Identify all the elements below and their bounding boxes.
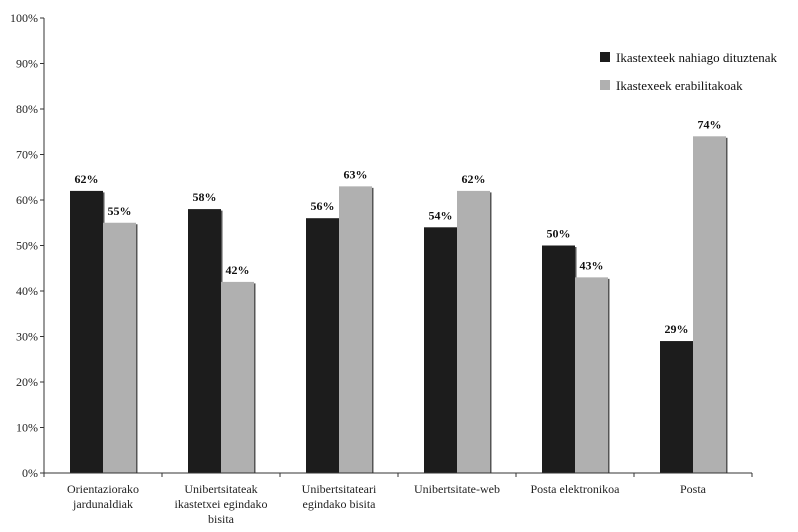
bar — [221, 281, 254, 473]
x-tick-label-line: bisita — [208, 512, 235, 526]
y-tick-label: 80% — [16, 102, 38, 116]
bar — [188, 209, 221, 473]
x-tick-label-line: Posta elektronikoa — [531, 482, 621, 496]
x-tick-label-line: ikastetxei egindako — [175, 497, 268, 511]
bar — [693, 136, 726, 474]
x-tick-label: Unibertsitateari egindako bisita — [302, 482, 377, 511]
data-label: 62% — [75, 172, 99, 186]
bar — [424, 227, 457, 473]
x-tick-label-line: Posta — [680, 482, 707, 496]
bar — [575, 277, 608, 473]
y-tick-label: 100% — [10, 11, 38, 25]
y-tick-label: 10% — [16, 421, 38, 435]
data-label: 56% — [311, 199, 335, 213]
x-tick-label: Unibertsitateak ikastetxei egindako bisita — [175, 482, 268, 526]
y-tick-label: 70% — [16, 148, 38, 162]
x-tick-label-line: jardunaldiak — [72, 497, 133, 511]
data-label: 29% — [665, 322, 689, 336]
x-tick-label: Posta elektronikoa — [531, 482, 621, 496]
bar — [660, 341, 693, 473]
legend: Ikastexteek nahiago dituztenak Ikastexeek… — [600, 50, 777, 93]
data-label: 42% — [226, 263, 250, 277]
y-tick-label: 60% — [16, 193, 38, 207]
y-tick-label: 40% — [16, 284, 38, 298]
bar — [339, 186, 372, 473]
data-label: 50% — [547, 227, 571, 241]
x-tick-label: Posta — [680, 482, 707, 496]
legend-swatch — [600, 52, 610, 62]
y-tick-label: 90% — [16, 57, 38, 71]
data-label: 62% — [462, 172, 486, 186]
bar — [103, 222, 136, 473]
x-tick-label-line: egindako bisita — [303, 497, 377, 511]
x-tick-label-line: Unibertsitateak — [184, 482, 257, 496]
x-tick-label-line: Orientaziorako — [67, 482, 139, 496]
bar — [542, 245, 575, 473]
x-tick-label-line: Unibertsitate-web — [414, 482, 500, 496]
data-label: 74% — [698, 117, 722, 131]
legend-label: Ikastexeek erabilitakoak — [616, 78, 743, 93]
bar — [306, 218, 339, 473]
x-axis: Orientaziorako jardunaldiak Unibertsitatea… — [43, 472, 753, 526]
data-label: 54% — [429, 208, 453, 222]
value-labels: 62% 55% 58% 42% 56% 63% 54% 62% 50% 43% 29% 74% — [75, 117, 722, 336]
legend-label: Ikastexteek nahiago dituztenak — [616, 50, 777, 65]
y-tick-label: 50% — [16, 239, 38, 253]
data-label: 58% — [193, 190, 217, 204]
y-axis: 0% 10% 20% 30% 40% 50% 60% 70% 80% 90% 100% — [10, 11, 45, 480]
y-tick-label: 0% — [22, 466, 38, 480]
bar — [457, 190, 490, 473]
data-label: 63% — [344, 167, 368, 181]
y-tick-label: 20% — [16, 375, 38, 389]
data-label: 43% — [580, 258, 604, 272]
x-tick-label: Unibertsitate-web — [414, 482, 500, 496]
x-tick-label-line: Unibertsitateari — [302, 482, 377, 496]
y-tick-label: 30% — [16, 330, 38, 344]
bar — [70, 190, 103, 473]
bars — [70, 136, 728, 474]
x-tick-label: Orientaziorako jardunaldiak — [67, 482, 139, 511]
data-label: 55% — [108, 204, 132, 218]
legend-swatch — [600, 80, 610, 90]
